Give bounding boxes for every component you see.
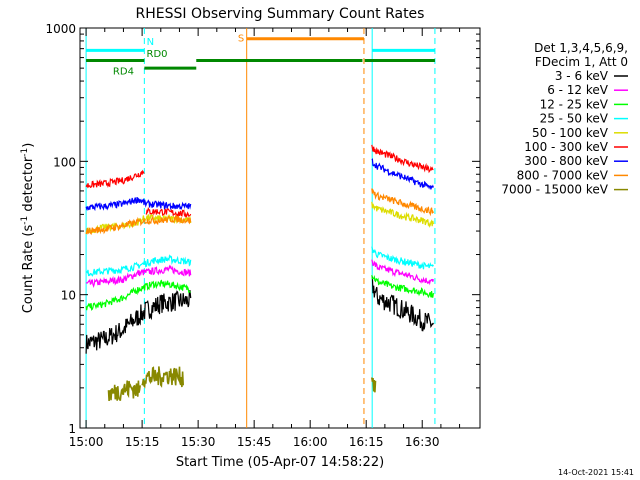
legend-entry-label: 3 - 6 keV xyxy=(555,69,609,83)
y-tick-label: 1 xyxy=(68,422,76,436)
annotation-label: S xyxy=(238,33,244,44)
legend-header-line-2: FDecim 1, Att 0 xyxy=(535,55,628,69)
legend-entry-label: 300 - 800 keV xyxy=(524,154,608,168)
series-7 xyxy=(85,188,434,236)
legend: Det 1,3,4,5,6,9, FDecim 1, Att 0 3 - 6 k… xyxy=(501,41,628,197)
legend-entry-label: 50 - 100 keV xyxy=(532,126,609,140)
series-line xyxy=(371,144,434,174)
y-axis-label-main: Count Rate (s xyxy=(21,225,36,314)
x-tick-label: 15:30 xyxy=(181,435,216,449)
series-line xyxy=(85,197,192,212)
series-8 xyxy=(107,366,377,401)
series-line xyxy=(141,366,184,389)
x-tick-label: 15:15 xyxy=(125,435,160,449)
y-axis-label: Count Rate (s-1 detector-1) xyxy=(20,143,36,314)
legend-entry-label: 100 - 300 keV xyxy=(524,140,608,154)
series-6 xyxy=(85,158,434,212)
y-tick-label: 100 xyxy=(53,155,76,169)
legend-entry-label: 6 - 12 keV xyxy=(547,83,609,97)
series-0 xyxy=(85,276,434,354)
series-line xyxy=(85,289,192,354)
axes-layer: 15:00 15:15 15:30 15:45 16:00 16:15 16:30 1 10 10… xyxy=(45,22,480,449)
y-axis-label-sup2: -1 xyxy=(20,148,30,157)
series-3 xyxy=(86,246,434,277)
legend-entry-label: 800 - 7000 keV xyxy=(517,168,609,182)
series-line xyxy=(85,215,192,236)
series-4 xyxy=(85,201,434,234)
series-line xyxy=(85,279,191,311)
series-line xyxy=(371,201,434,228)
footer-date: 14-Oct-2021 15:41 xyxy=(558,468,634,477)
annotation-label: RD4 xyxy=(113,67,134,78)
x-axis-label: Start Time (05-Apr-07 14:58:22) xyxy=(176,455,384,470)
legend-header-line-1: Det 1,3,4,5,6,9, xyxy=(534,41,628,55)
series-line xyxy=(371,158,434,190)
y-axis-label-sup1: -1 xyxy=(20,216,30,225)
y-tick-label: 10 xyxy=(61,289,76,303)
series-line xyxy=(107,380,141,401)
series-line xyxy=(145,206,192,218)
series-line xyxy=(371,188,434,217)
series-5 xyxy=(85,144,434,218)
series-1 xyxy=(85,259,434,288)
series-layer xyxy=(85,144,434,401)
x-tick-label: 16:30 xyxy=(405,435,440,449)
x-tick-label: 16:00 xyxy=(293,435,328,449)
series-2 xyxy=(85,274,434,311)
chart-title: RHESSI Observing Summary Count Rates xyxy=(136,6,425,22)
x-tick-label: 16:15 xyxy=(349,435,384,449)
series-line xyxy=(371,377,377,393)
y-axis-label-end: ) xyxy=(21,143,36,148)
legend-entry-label: 12 - 25 keV xyxy=(540,97,609,111)
y-axis-label-mid: detector xyxy=(21,156,36,216)
series-line xyxy=(85,264,192,288)
series-line xyxy=(86,254,192,277)
series-line xyxy=(85,169,145,189)
series-line xyxy=(371,246,434,270)
series-line xyxy=(371,274,434,299)
plot-frame xyxy=(79,27,481,429)
y-tick-label: 1000 xyxy=(45,22,76,36)
x-tick-label: 15:45 xyxy=(237,435,272,449)
legend-entry-label: 25 - 50 keV xyxy=(540,112,609,126)
series-line xyxy=(85,213,192,234)
annotation-label: RD0 xyxy=(147,49,168,60)
annotation-label: N xyxy=(147,37,154,48)
series-line xyxy=(371,276,434,332)
legend-entry-label: 7000 - 15000 keV xyxy=(501,183,608,197)
series-line xyxy=(371,259,434,286)
x-tick-label: 15:00 xyxy=(69,435,104,449)
